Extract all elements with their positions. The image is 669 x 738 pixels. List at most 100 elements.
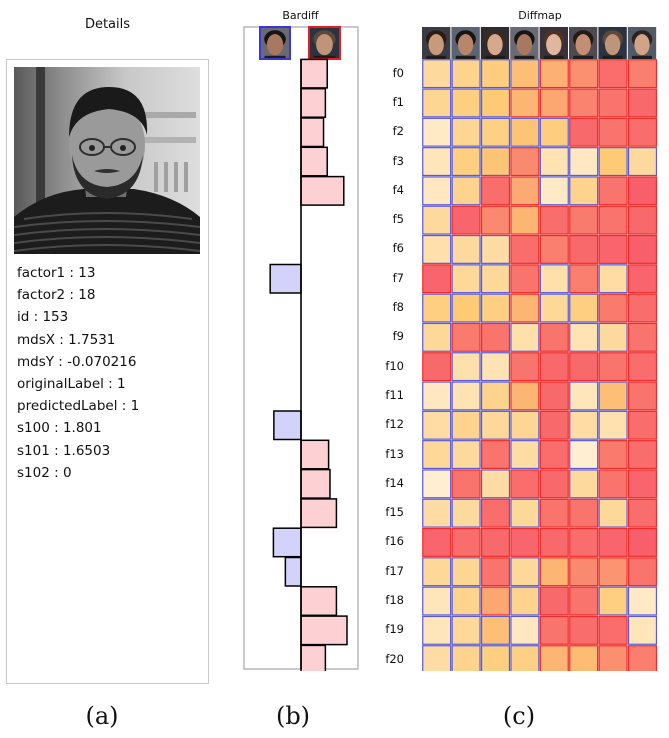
diffmap-row-label: f3 xyxy=(392,153,404,168)
property-list: factor1 : 13 factor2 : 18 id : 153 mdsX : 1… xyxy=(17,262,139,484)
diffmap-cell xyxy=(539,557,569,587)
diffmap-cell xyxy=(451,88,481,118)
grayscale-face-photo xyxy=(14,67,200,254)
diffmap-cell xyxy=(510,527,540,557)
diffmap-row-label: f7 xyxy=(392,270,404,285)
diffmap-cell xyxy=(627,205,658,235)
property-item: id : 153 xyxy=(17,306,139,328)
bardiff-bar xyxy=(300,586,338,617)
diffmap-cell xyxy=(422,557,452,587)
diffmap-cell xyxy=(569,322,599,352)
diffmap-cell xyxy=(598,498,628,528)
diffmap-cell xyxy=(422,440,452,470)
diffmap-row-label: f17 xyxy=(385,563,404,578)
diffmap-cell xyxy=(627,440,658,470)
diffmap-cell xyxy=(451,147,481,177)
diffmap-cell xyxy=(598,234,628,264)
bardiff-bar xyxy=(300,87,327,118)
face-thumbnail-blue xyxy=(259,26,291,60)
property-separator: : xyxy=(65,287,79,304)
diffmap-cell xyxy=(510,176,540,206)
diffmap-cell xyxy=(422,176,452,206)
diffmap-cell xyxy=(510,117,540,147)
face-thumbnail xyxy=(510,27,539,59)
diffmap-cell xyxy=(569,176,599,206)
diffmap-cell xyxy=(569,645,599,671)
property-key: predictedLabel xyxy=(17,398,118,415)
diffmap-cell xyxy=(422,293,452,323)
details-title: Details xyxy=(84,17,131,32)
property-separator: : xyxy=(29,309,43,326)
diffmap-cell xyxy=(539,176,569,206)
diffmap-cell xyxy=(451,615,481,645)
diffmap-cell xyxy=(539,410,569,440)
diffmap-cell xyxy=(569,469,599,499)
diffmap-cell xyxy=(627,557,658,587)
diffmap-cell xyxy=(627,234,658,264)
diffmap-cell xyxy=(627,352,658,382)
diffmap-cell xyxy=(627,117,658,147)
diffmap-cell xyxy=(569,586,599,616)
diffmap-cell xyxy=(422,352,452,382)
diffmap-cell xyxy=(569,293,599,323)
bardiff-bar xyxy=(273,410,302,441)
diffmap-cell xyxy=(627,615,658,645)
diffmap-cell xyxy=(451,440,481,470)
bardiff-bar xyxy=(300,468,331,499)
diffmap-cell xyxy=(422,264,452,294)
diffmap-cell xyxy=(598,88,628,118)
diffmap-cell xyxy=(569,615,599,645)
diffmap-cell xyxy=(451,498,481,528)
diffmap-cell xyxy=(510,557,540,587)
diffmap-heatmap xyxy=(422,27,658,671)
diffmap-title: Diffmap xyxy=(518,9,562,22)
diffmap-row-label: f10 xyxy=(385,358,404,373)
diffmap-cell xyxy=(539,469,569,499)
diffmap-cell xyxy=(510,440,540,470)
diffmap-cell xyxy=(480,469,511,499)
diffmap-row-label: f4 xyxy=(392,182,404,197)
property-item: originalLabel : 1 xyxy=(17,373,139,395)
diffmap-cell xyxy=(510,615,540,645)
diffmap-cell xyxy=(598,586,628,616)
bardiff-bar xyxy=(272,527,302,558)
bardiff-bar xyxy=(300,58,328,89)
diffmap-cell xyxy=(480,117,511,147)
diffmap-cell xyxy=(480,440,511,470)
diffmap-cell xyxy=(539,615,569,645)
diffmap-cell xyxy=(451,264,481,294)
diffmap-cell xyxy=(569,88,599,118)
diffmap-row-label: f9 xyxy=(392,329,404,344)
diffmap-cell xyxy=(627,586,658,616)
diffmap-cell xyxy=(510,322,540,352)
face-thumbnail xyxy=(480,27,510,59)
diffmap-cell xyxy=(451,293,481,323)
diffmap-cell xyxy=(480,322,511,352)
diffmap-cell xyxy=(451,234,481,264)
property-separator: : xyxy=(49,420,63,437)
diffmap-cell xyxy=(480,498,511,528)
diffmap-cell xyxy=(569,234,599,264)
diffmap-cell xyxy=(539,322,569,352)
property-key: s101 xyxy=(17,442,50,459)
diffmap-cell xyxy=(598,264,628,294)
property-value: 18 xyxy=(78,287,96,304)
bardiff-title: Bardiff xyxy=(282,9,319,22)
diffmap-cell xyxy=(598,381,628,411)
diffmap-row-label: f13 xyxy=(385,446,404,461)
diffmap-cell xyxy=(510,586,540,616)
diffmap-cell xyxy=(627,498,658,528)
diffmap-cell xyxy=(451,527,481,557)
diffmap-cell xyxy=(480,410,511,440)
face-thumbnail xyxy=(598,27,627,59)
diffmap-cell xyxy=(598,205,628,235)
diffmap-cell xyxy=(627,293,658,323)
diffmap-cell xyxy=(627,147,658,177)
bardiff-bar xyxy=(300,175,345,206)
diffmap-cell xyxy=(480,264,511,294)
diffmap-cell xyxy=(451,381,481,411)
diffmap-cell xyxy=(510,234,540,264)
diffmap-cell xyxy=(451,205,481,235)
property-key: originalLabel xyxy=(17,375,104,392)
diffmap-row-label: f15 xyxy=(385,505,404,520)
